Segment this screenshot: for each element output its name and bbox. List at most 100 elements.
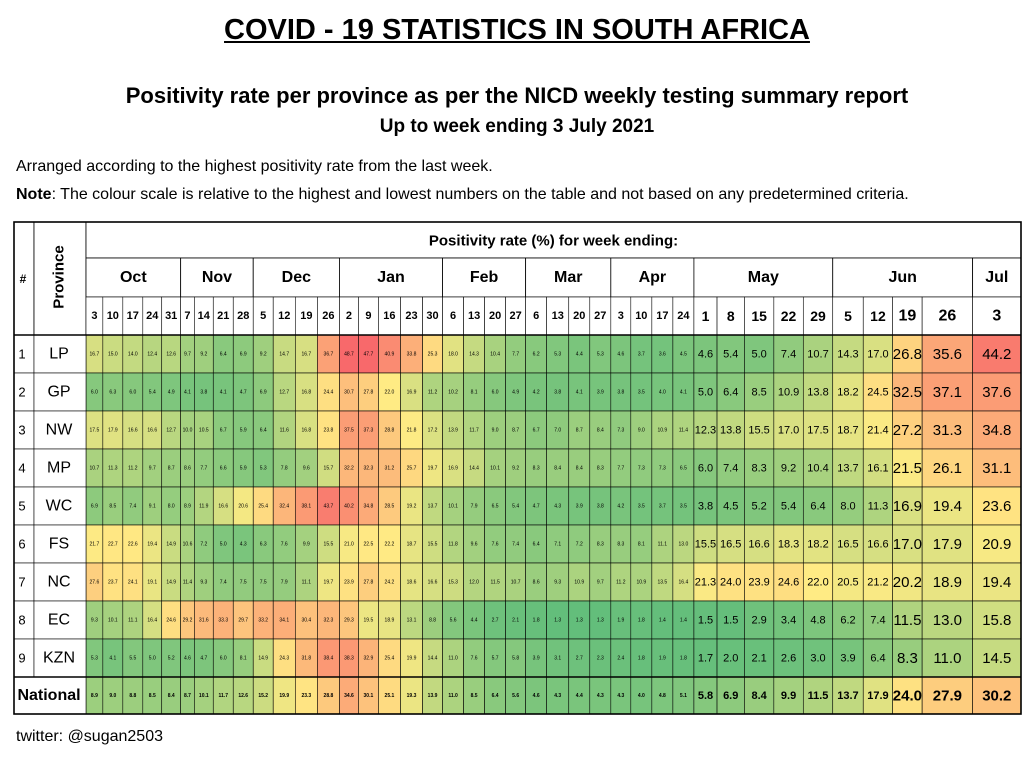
row-mp-cell (921, 448, 973, 488)
province-label: KZN (43, 650, 75, 667)
page-subtitle: Positivity rate per province as per the … (125, 83, 909, 108)
row-mp-cell (802, 448, 834, 488)
row-nw-value-label: 11.6 (280, 428, 290, 434)
row-lp-value-label: 16.7 (301, 352, 311, 358)
row-national-value-label: 28.8 (324, 693, 334, 699)
week-label: 28 (237, 310, 249, 322)
row-wc-value-label: 16.9 (893, 498, 922, 515)
row-lp-value-label: 15.0 (108, 352, 118, 358)
row-kzn-value-label: 14.9 (258, 656, 268, 662)
row-kzn-value-label: 3.9 (533, 656, 540, 662)
row-mp-value-label: 10.1 (490, 466, 500, 472)
row-lp-value-label: 16.7 (90, 352, 100, 358)
row-gp-value-label: 3.8 (554, 390, 561, 396)
row-wc-value-label: 34.8 (364, 504, 374, 510)
row-kzn-cell (744, 638, 775, 678)
row-ec-value-label: 6.2 (840, 615, 855, 627)
row-kzn-cell (773, 638, 804, 678)
row-ec-value-label: 4.4 (471, 618, 478, 624)
province-label: WC (46, 498, 73, 515)
row-nw-value-label: 34.8 (982, 422, 1011, 439)
row-kzn-value-label: 2.3 (597, 656, 604, 662)
row-nw-value-label: 10.0 (183, 428, 193, 434)
row-nc-value-label: 18.6 (407, 580, 417, 586)
row-mp-value-label: 19.7 (428, 466, 438, 472)
row-kzn-value-label: 8.3 (897, 650, 918, 667)
row-fs-value-label: 21.7 (90, 542, 100, 548)
row-gp-value-label: 4.7 (240, 390, 247, 396)
row-gp-cell (832, 372, 864, 412)
row-lp-value-label: 9.2 (200, 352, 207, 358)
week-label: 12 (870, 308, 886, 324)
row-gp-value-label: 13.8 (807, 387, 828, 399)
row-fs-value-label: 10.6 (183, 542, 193, 548)
row-province-cell (33, 372, 87, 412)
row-kzn-value-label: 7.6 (471, 656, 478, 662)
row-national-value-label: 15.2 (258, 693, 268, 699)
row-fs-value-label: 19.4 (147, 542, 157, 548)
row-wc-value-label: 32.4 (279, 504, 289, 510)
row-fs-value-label: 18.3 (778, 539, 799, 551)
row-national-value-label: 4.4 (576, 693, 583, 699)
row-wc-value-label: 10.1 (448, 504, 458, 510)
row-lp-value-label: 4.4 (576, 352, 583, 358)
month-header-cell (339, 257, 443, 298)
row-national-value-label: 19.9 (279, 693, 289, 699)
week-header-cell (892, 296, 923, 336)
row-kzn-value-label: 5.0 (149, 656, 156, 662)
row-ec-value-label: 32.3 (324, 618, 334, 624)
row-kzn-value-label: 25.4 (385, 656, 395, 662)
row-mp-value-label: 9.2 (512, 466, 519, 472)
row-national-value-label: 4.3 (617, 693, 624, 699)
row-lp-value-label: 4.5 (680, 352, 687, 358)
row-province-cell (33, 524, 87, 564)
row-lp-value-label: 40.9 (385, 352, 395, 358)
row-wc-value-label: 8.0 (168, 504, 175, 510)
row-wc-value-label: 25.4 (258, 504, 268, 510)
month-header-cell (85, 257, 182, 298)
province-label: NC (47, 574, 70, 591)
row-national-value-label: 8.5 (471, 693, 478, 699)
week-label: 31 (165, 310, 177, 322)
row-kzn-value-label: 4.1 (109, 656, 116, 662)
row-gp-cell (802, 372, 834, 412)
week-header-cell (832, 296, 864, 336)
row-wc-value-label: 3.8 (698, 501, 713, 513)
row-fs-value-label: 22.6 (128, 542, 138, 548)
row-fs-value-label: 11.8 (448, 542, 458, 548)
row-mp-value-label: 8.3 (597, 466, 604, 472)
row-gp-value-label: 32.5 (893, 384, 922, 401)
row-gp-value-label: 4.1 (184, 390, 191, 396)
row-nc-value-label: 10.7 (511, 580, 521, 586)
row-fs-cell (892, 524, 923, 564)
row-nc-cell (773, 562, 804, 602)
row-nw-value-label: 18.7 (837, 425, 858, 437)
row-mp-value-label: 6.5 (680, 466, 687, 472)
row-mp-value-label: 10.4 (807, 463, 828, 475)
row-fs-value-label: 5.0 (220, 542, 227, 548)
row-national-cell (744, 676, 775, 715)
row-kzn-value-label: 24.3 (279, 656, 289, 662)
week-label: 19 (899, 308, 917, 325)
row-index: 9 (18, 651, 25, 666)
row-fs-value-label: 7.1 (554, 542, 561, 548)
week-label: 23 (405, 310, 417, 322)
row-fs-value-label: 17.0 (893, 536, 922, 553)
row-mp-value-label: 8.6 (184, 466, 191, 472)
week-label: 7 (184, 310, 190, 322)
row-lp-value-label: 9.7 (184, 352, 191, 358)
week-label: 27 (510, 310, 522, 322)
row-nw-value-label: 37.5 (344, 428, 354, 434)
row-mp-cell (716, 448, 745, 488)
row-national-value-label: 5.8 (698, 690, 713, 702)
row-lp-value-label: 3.6 (659, 352, 666, 358)
row-gp-value-label: 8.5 (751, 387, 766, 399)
row-nw-value-label: 16.6 (147, 428, 157, 434)
row-wc-value-label: 38.1 (301, 504, 311, 510)
week-label: 20 (489, 310, 501, 322)
row-lp-value-label: 4.6 (617, 352, 624, 358)
row-nc-value-label: 16.6 (428, 580, 438, 586)
row-fs-value-label: 8.3 (597, 542, 604, 548)
row-wc-value-label: 23.6 (982, 498, 1011, 515)
row-nw-value-label: 21.8 (407, 428, 417, 434)
